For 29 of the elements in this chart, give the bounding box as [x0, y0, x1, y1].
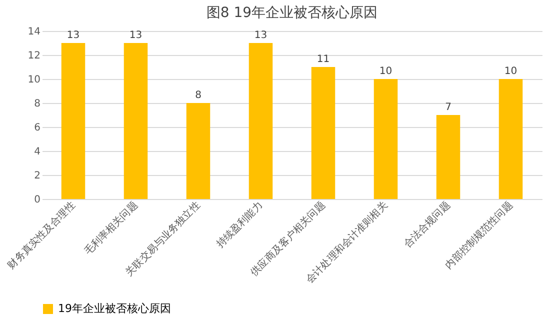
data-label: 13: [129, 30, 142, 41]
data-label: 7: [445, 102, 452, 113]
y-tick-label: 14: [28, 26, 40, 38]
bar: [311, 67, 336, 199]
bar: [498, 79, 523, 199]
x-tick-label: 毛利率相关问题: [82, 199, 140, 258]
data-label: 8: [195, 90, 202, 101]
y-tick-label: 6: [34, 122, 40, 134]
chart-title: 图8 19年企业被否核心原因: [206, 5, 378, 21]
data-label: 10: [379, 66, 392, 77]
y-tick-label: 4: [34, 146, 40, 158]
y-tick-label: 8: [34, 98, 40, 110]
y-tick-label: 12: [28, 50, 40, 62]
x-tick-label: 持续盈利能力: [214, 199, 265, 250]
x-tick-label: 合法合规问题: [402, 199, 452, 250]
bar: [374, 79, 398, 199]
y-tick-label: 2: [34, 170, 40, 182]
bar: [436, 115, 460, 199]
data-label: 13: [66, 30, 80, 41]
data-label: 13: [254, 30, 268, 41]
bar: [124, 43, 148, 199]
legend-label: 19年企业被否核心原因: [58, 302, 171, 315]
y-tick-label: 10: [28, 74, 40, 86]
data-label: 11: [316, 54, 330, 65]
bar: [186, 103, 210, 199]
y-tick-label: 0: [34, 194, 40, 206]
data-label: 10: [504, 66, 518, 77]
bar: [61, 43, 86, 199]
bar: [248, 43, 273, 199]
